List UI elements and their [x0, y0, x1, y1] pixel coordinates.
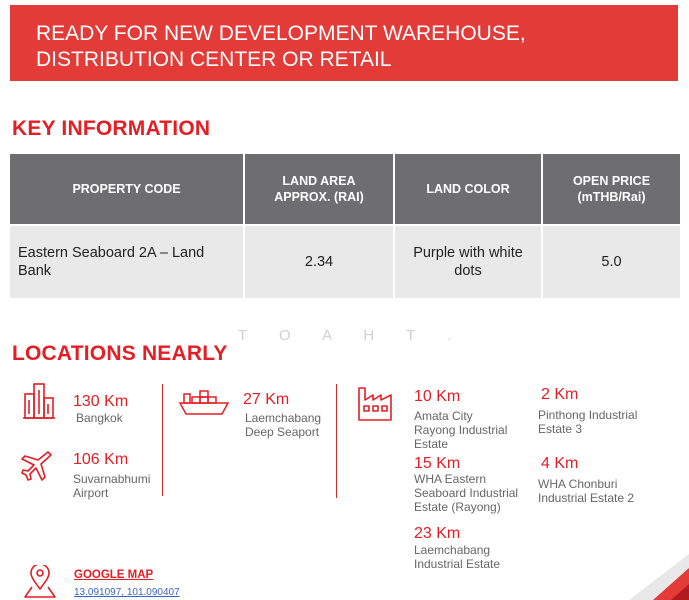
google-map-link[interactable]: GOOGLE MAP [74, 569, 154, 581]
corner-decoration [629, 554, 689, 600]
pinthong-name-line-2: Estate 3 [538, 422, 583, 436]
locations-title: LOCATIONS NEARLY [12, 342, 228, 365]
wha-eastern-name-line-2: Seaboard Industrial [414, 486, 519, 500]
map-pin-icon[interactable] [22, 565, 58, 599]
header-open-price-line-1: OPEN PRICE [572, 174, 651, 188]
map-coordinates-link[interactable]: 13.091097, 101.090407 [74, 587, 180, 598]
column-divider-1 [162, 384, 163, 496]
airplane-icon [21, 451, 52, 481]
wha-chonburi-name-line-2: Industrial Estate 2 [538, 491, 635, 505]
suvarnabhumi-name-line-1: Suvarnabhumi [73, 472, 151, 486]
amata-name: Amata City Rayong Industrial Estate [414, 409, 507, 451]
banner-title-line-1: READY FOR NEW DEVELOPMENT WAREHOUSE, [36, 22, 526, 45]
amata-name-line-3: Estate [414, 437, 449, 451]
key-information-title: KEY INFORMATION [12, 117, 211, 140]
wha-chonburi-name: WHA Chonburi Industrial Estate 2 [538, 477, 634, 505]
wha-eastern-name-line-3: Estate (Rayong) [414, 500, 501, 514]
bangkok-name: Bangkok [76, 411, 123, 425]
header-land-area: LAND AREA APPROX. (RAI) [244, 154, 395, 225]
laemchabang-ie-distance: 23 Km [414, 525, 461, 542]
buildings-icon [23, 383, 55, 419]
pinthong-distance: 2 Km [541, 386, 579, 403]
bangkok-distance: 130 Km [73, 393, 129, 410]
header-land-area-line-1: LAND AREA [282, 174, 356, 188]
wha-eastern-name-line-1: WHA Eastern [414, 472, 487, 486]
header-open-price: OPEN PRICE (mTHB/Rai) [542, 154, 680, 225]
seaport-distance: 27 Km [243, 391, 290, 408]
amata-name-line-1: Amata City [414, 409, 473, 423]
factory-icon [358, 387, 392, 421]
laemchabang-ie-name-line-2: Industrial Estate [414, 557, 501, 571]
cell-open-price: 5.0 [542, 224, 680, 298]
suvarnabhumi-name: Suvarnabhumi Airport [73, 472, 150, 500]
seaport-name-line-2: Deep Seaport [245, 425, 320, 439]
suvarnabhumi-name-line-2: Airport [73, 486, 109, 500]
table-row: Eastern Seaboard 2A – Land Bank 2.34 Pur… [10, 224, 680, 298]
table-header-row: PROPERTY CODE LAND AREA APPROX. (RAI) LA… [10, 154, 680, 225]
column-divider-2 [336, 384, 337, 498]
wha-chonburi-distance: 4 Km [541, 455, 579, 472]
seaport-name: Laemchabang Deep Seaport [245, 411, 321, 439]
banner-title: READY FOR NEW DEVELOPMENT WAREHOUSE, DIS… [36, 21, 656, 73]
cargo-ship-icon [178, 390, 230, 415]
suvarnabhumi-distance: 106 Km [73, 451, 129, 468]
header-property-code: PROPERTY CODE [10, 154, 245, 225]
key-information-table: PROPERTY CODE LAND AREA APPROX. (RAI) LA… [10, 154, 680, 298]
header-land-color: LAND COLOR [394, 154, 543, 225]
header-land-area-line-2: APPROX. (RAI) [274, 190, 364, 204]
header-banner: READY FOR NEW DEVELOPMENT WAREHOUSE, DIS… [10, 5, 678, 81]
cell-property-code: Eastern Seaboard 2A – Land Bank [10, 224, 245, 298]
cell-land-color: Purple with white dots [394, 224, 543, 298]
banner-title-line-2: DISTRIBUTION CENTER OR RETAIL [36, 48, 392, 71]
wha-eastern-name: WHA Eastern Seaboard Industrial Estate (… [414, 472, 518, 514]
pinthong-name: Pinthong Industrial Estate 3 [538, 408, 637, 436]
cell-land-area: 2.34 [244, 224, 395, 298]
laemchabang-ie-name: Laemchabang Industrial Estate [414, 543, 500, 571]
watermark: T O A H T . [238, 327, 466, 344]
wha-chonburi-name-line-1: WHA Chonburi [538, 477, 618, 491]
header-open-price-line-2: (mTHB/Rai) [577, 190, 646, 204]
laemchabang-ie-name-line-1: Laemchabang [414, 543, 491, 557]
pinthong-name-line-1: Pinthong Industrial [538, 408, 638, 422]
amata-name-line-2: Rayong Industrial [414, 423, 508, 437]
amata-distance: 10 Km [414, 388, 461, 405]
wha-eastern-distance: 15 Km [414, 455, 461, 472]
seaport-name-line-1: Laemchabang [245, 411, 322, 425]
